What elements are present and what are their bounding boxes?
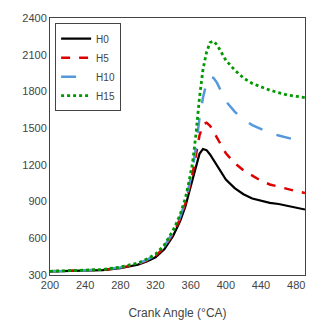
svg-text:2100: 2100 (22, 49, 46, 61)
svg-text:H15: H15 (96, 91, 115, 102)
svg-text:600: 600 (28, 232, 46, 244)
svg-text:H10: H10 (96, 72, 115, 83)
svg-text:280: 280 (111, 279, 129, 291)
svg-text:2400: 2400 (22, 12, 46, 24)
svg-text:360: 360 (182, 279, 200, 291)
svg-text:480: 480 (287, 279, 305, 291)
svg-text:240: 240 (76, 279, 94, 291)
svg-text:1800: 1800 (22, 85, 46, 97)
svg-text:1200: 1200 (22, 159, 46, 171)
svg-text:900: 900 (28, 195, 46, 207)
svg-text:1500: 1500 (22, 122, 46, 134)
svg-text:300: 300 (28, 269, 46, 281)
svg-text:H0: H0 (96, 34, 109, 45)
svg-text:H5: H5 (96, 53, 109, 64)
svg-text:200: 200 (41, 279, 59, 291)
svg-text:320: 320 (146, 279, 164, 291)
svg-text:Crank Angle (°CA): Crank Angle (°CA) (128, 306, 226, 320)
svg-text:440: 440 (252, 279, 270, 291)
svg-text:400: 400 (217, 279, 235, 291)
